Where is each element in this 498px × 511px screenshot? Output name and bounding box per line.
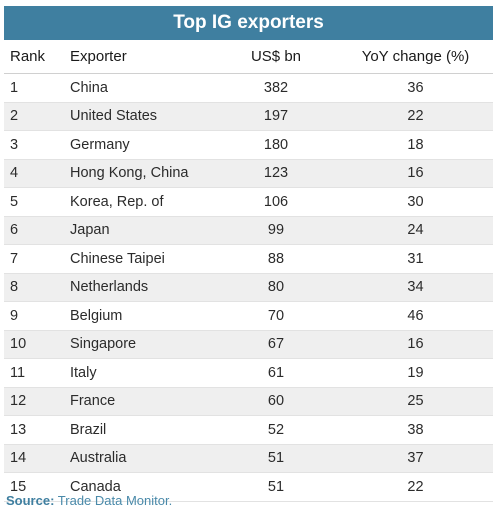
cell-yoy: 22 (407, 108, 424, 125)
cell-rank: 3 (10, 136, 19, 153)
cell-usd: 123 (263, 165, 289, 182)
table-row: 4 Hong Kong, China 123 16 (4, 159, 493, 188)
cell-yoy: 16 (407, 336, 424, 353)
table-title: Top IG exporters (4, 6, 493, 40)
table-row: 10 Singapore 67 16 (4, 330, 493, 359)
cell-yoy: 18 (407, 136, 424, 153)
table-row: 15 Canada 51 22 (4, 473, 493, 502)
cell-yoy: 38 (407, 421, 424, 438)
cell-yoy: 22 (407, 478, 424, 495)
cell-usd: 51 (267, 450, 285, 467)
cell-yoy: 36 (407, 79, 424, 96)
cell-yoy: 30 (407, 193, 424, 210)
table-row: 13 Brazil 52 38 (4, 416, 493, 445)
cell-yoy: 34 (407, 279, 424, 296)
cell-exporter: Canada (70, 478, 121, 495)
cell-usd: 51 (267, 478, 285, 495)
cell-usd: 99 (267, 222, 285, 239)
cell-rank: 5 (10, 193, 19, 210)
table-row: 8 Netherlands 80 34 (4, 273, 493, 302)
cell-usd: 67 (267, 336, 285, 353)
cell-rank: 9 (10, 307, 19, 324)
table-row: 9 Belgium 70 46 (4, 302, 493, 331)
source-text: Trade Data Monitor. (57, 493, 173, 508)
cell-yoy: 25 (407, 393, 424, 410)
cell-rank: 2 (10, 108, 19, 125)
table-row: 6 Japan 99 24 (4, 216, 493, 245)
cell-yoy: 37 (407, 450, 424, 467)
cell-usd: 60 (267, 393, 285, 410)
cell-exporter: Australia (70, 450, 127, 467)
cell-usd: 70 (267, 307, 285, 324)
cell-exporter: United States (70, 108, 158, 125)
table-row: 1 China 382 36 (4, 74, 493, 103)
cell-usd: 88 (267, 250, 285, 267)
cell-exporter: Singapore (70, 336, 137, 353)
cell-rank: 14 (10, 450, 27, 467)
cell-usd: 61 (267, 364, 285, 381)
cell-exporter: Belgium (70, 307, 123, 324)
source-note: Source: Trade Data Monitor. (6, 493, 172, 508)
header-rank: Rank (10, 48, 46, 65)
cell-exporter: Chinese Taipei (70, 250, 165, 267)
cell-yoy: 16 (407, 165, 424, 182)
cell-rank: 1 (10, 79, 19, 96)
cell-rank: 15 (10, 478, 27, 495)
table-row: 11 Italy 61 19 (4, 359, 493, 388)
cell-usd: 52 (267, 421, 285, 438)
cell-usd: 106 (263, 193, 289, 210)
cell-exporter: Japan (70, 222, 110, 239)
cell-rank: 10 (10, 336, 27, 353)
cell-exporter: France (70, 393, 116, 410)
cell-rank: 13 (10, 421, 27, 438)
cell-exporter: Hong Kong, China (70, 165, 189, 182)
cell-yoy: 46 (407, 307, 424, 324)
table-row: 5 Korea, Rep. of 106 30 (4, 188, 493, 217)
cell-rank: 8 (10, 279, 19, 296)
cell-rank: 4 (10, 165, 19, 182)
header-usd: US$ bn (250, 48, 302, 65)
table-row: 7 Chinese Taipei 88 31 (4, 245, 493, 274)
exporters-table: Top IG exporters Rank Exporter US$ bn Yo… (4, 6, 493, 502)
cell-usd: 197 (263, 108, 289, 125)
header-exporter: Exporter (70, 48, 127, 65)
table-header: Rank Exporter US$ bn YoY change (%) (4, 40, 493, 74)
cell-usd: 180 (263, 136, 289, 153)
table-row: 12 France 60 25 (4, 387, 493, 416)
cell-exporter: Netherlands (70, 279, 149, 296)
table-row: 3 Germany 180 18 (4, 131, 493, 160)
cell-yoy: 24 (407, 222, 424, 239)
cell-exporter: Korea, Rep. of (70, 193, 164, 210)
cell-rank: 12 (10, 393, 27, 410)
cell-exporter: China (70, 79, 108, 96)
table-row: 2 United States 197 22 (4, 102, 493, 131)
cell-usd: 80 (267, 279, 285, 296)
cell-yoy: 19 (407, 364, 424, 381)
cell-yoy: 31 (407, 250, 424, 267)
cell-usd: 382 (263, 79, 289, 96)
table-body: 1 China 382 36 2 United States 197 22 3 Germany 18… (4, 74, 493, 502)
cell-rank: 7 (10, 250, 19, 267)
cell-rank: 11 (10, 364, 26, 381)
cell-exporter: Brazil (70, 421, 107, 438)
cell-exporter: Germany (70, 136, 130, 153)
cell-exporter: Italy (70, 364, 97, 381)
table-row: 14 Australia 51 37 (4, 444, 493, 473)
cell-rank: 6 (10, 222, 19, 239)
header-yoy: YoY change (%) (361, 48, 470, 65)
source-label: Source: (6, 493, 55, 508)
